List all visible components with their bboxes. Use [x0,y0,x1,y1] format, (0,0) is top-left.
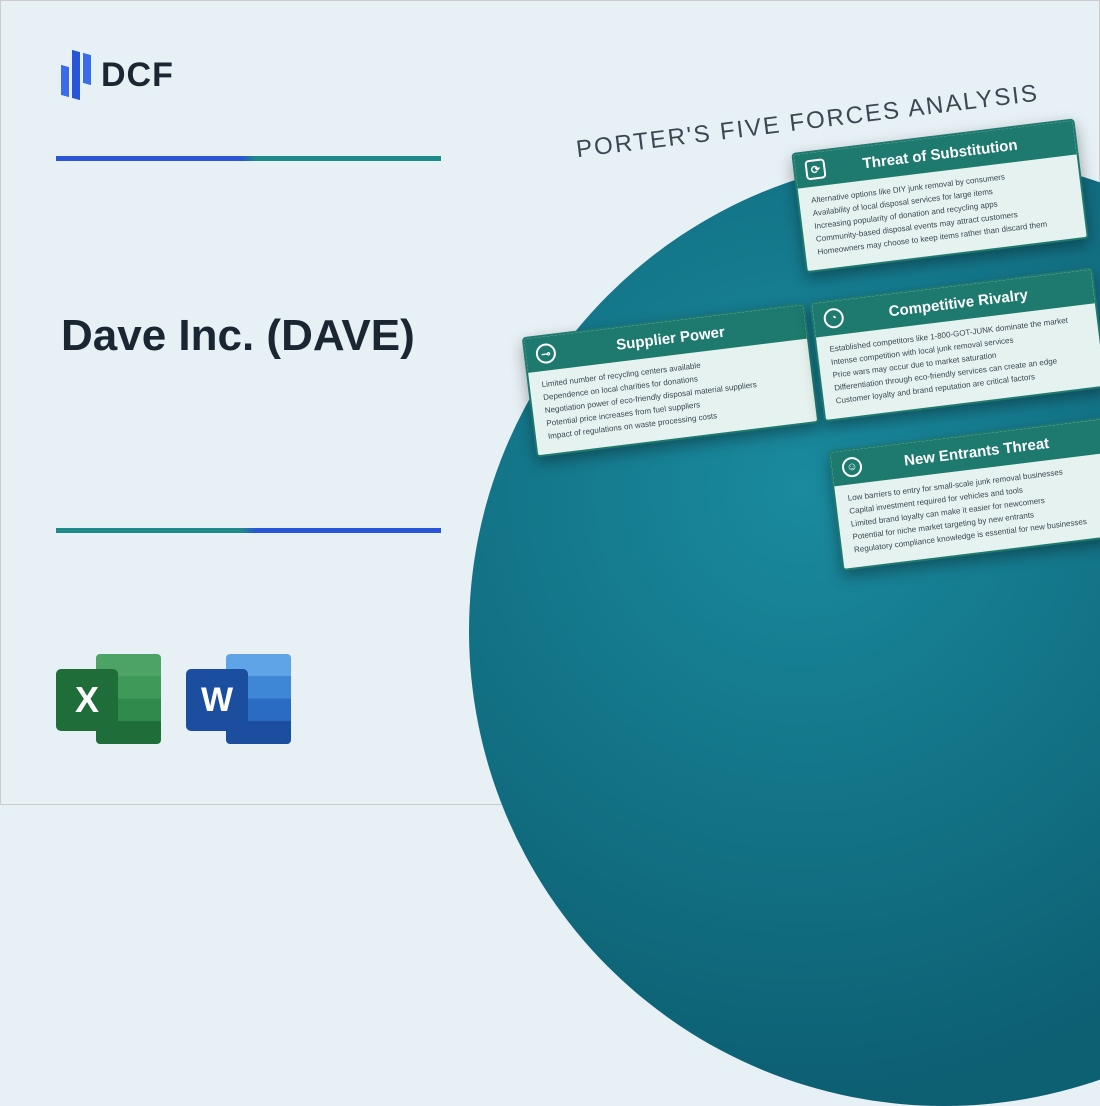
logo: DCF [61,51,174,99]
key-icon: ⊸ [535,342,557,364]
excel-icon[interactable]: X [56,649,161,749]
file-icons-row: X W [56,649,291,749]
chart-icon: ◔ [823,307,845,329]
person-icon: ☺ [841,456,863,478]
logo-bars-icon [61,51,91,99]
card-entrants: ☺ New Entrants Threat Low barriers to en… [828,416,1100,571]
card-supplier: ⊸ Supplier Power Limited number of recyc… [522,303,820,458]
five-forces-diagram: PORTER'S FIVE FORCES ANALYSIS ⟳ Threat o… [498,70,1100,685]
refresh-icon: ⟳ [804,158,826,180]
word-icon[interactable]: W [186,649,291,749]
card-substitution: ⟳ Threat of Substitution Alternative opt… [791,118,1089,273]
card-rivalry: ◔ Competitive Rivalry Established compet… [810,267,1100,422]
page-title: Dave Inc. (DAVE) [61,311,415,361]
divider-top [56,156,441,161]
divider-bottom [56,528,441,533]
logo-text: DCF [101,56,174,95]
